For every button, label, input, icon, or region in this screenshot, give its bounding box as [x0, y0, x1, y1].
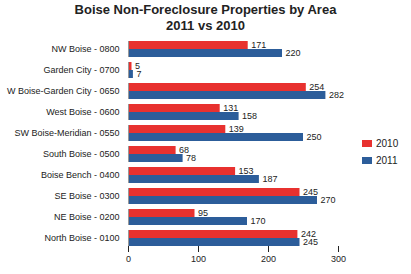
svg-text:95: 95 — [198, 208, 208, 218]
svg-text:245: 245 — [303, 187, 318, 197]
svg-text:187: 187 — [262, 174, 277, 184]
svg-text:North Boise - 0100: North Boise - 0100 — [44, 233, 119, 243]
html-text:2011: 2011 — [376, 155, 398, 166]
svg-text:242: 242 — [300, 229, 316, 240]
svg-text:68: 68 — [179, 145, 190, 156]
svg-text:220: 220 — [286, 48, 301, 58]
svg-text:5: 5 — [135, 61, 140, 72]
svg-text:100: 100 — [191, 254, 206, 264]
html-text:Boise Non-Foreclosure Properti: Boise Non-Foreclosure Properties by Area — [74, 2, 337, 17]
svg-text:171: 171 — [251, 40, 266, 50]
svg-text:200: 200 — [261, 254, 276, 264]
svg-text:158: 158 — [242, 111, 257, 121]
svg-text:West Boise - 0600: West Boise - 0600 — [46, 107, 119, 117]
svg-text:300: 300 — [331, 254, 346, 264]
svg-text:270: 270 — [321, 195, 336, 205]
svg-text:254: 254 — [309, 82, 324, 92]
svg-text:Garden City - 0700: Garden City - 0700 — [43, 65, 119, 75]
svg-text:153: 153 — [239, 166, 254, 176]
svg-text:South Boise - 0500: South Boise - 0500 — [43, 149, 120, 159]
svg-text:139: 139 — [229, 124, 244, 134]
svg-text:SW Boise-Meridian - 0550: SW Boise-Meridian - 0550 — [14, 128, 119, 138]
html-text:2011 vs 2010: 2011 vs 2010 — [166, 18, 245, 33]
html-text:2010: 2010 — [376, 138, 399, 149]
svg-text:W Boise-Garden City - 0650: W Boise-Garden City - 0650 — [7, 86, 120, 96]
svg-text:NW Boise - 0800: NW Boise - 0800 — [51, 44, 119, 54]
svg-text:NE Boise - 0200: NE Boise - 0200 — [54, 212, 120, 222]
svg-text:170: 170 — [251, 216, 266, 226]
svg-text:245: 245 — [303, 237, 318, 247]
svg-text:131: 131 — [223, 103, 238, 113]
svg-text:282: 282 — [329, 90, 344, 100]
svg-text:0: 0 — [126, 254, 131, 264]
svg-text:SE Boise - 0300: SE Boise - 0300 — [54, 191, 119, 201]
svg-text:250: 250 — [307, 132, 322, 142]
svg-text:Boise Bench - 0400: Boise Bench - 0400 — [41, 170, 120, 180]
svg-text:7: 7 — [136, 69, 141, 79]
svg-text:78: 78 — [186, 153, 196, 163]
